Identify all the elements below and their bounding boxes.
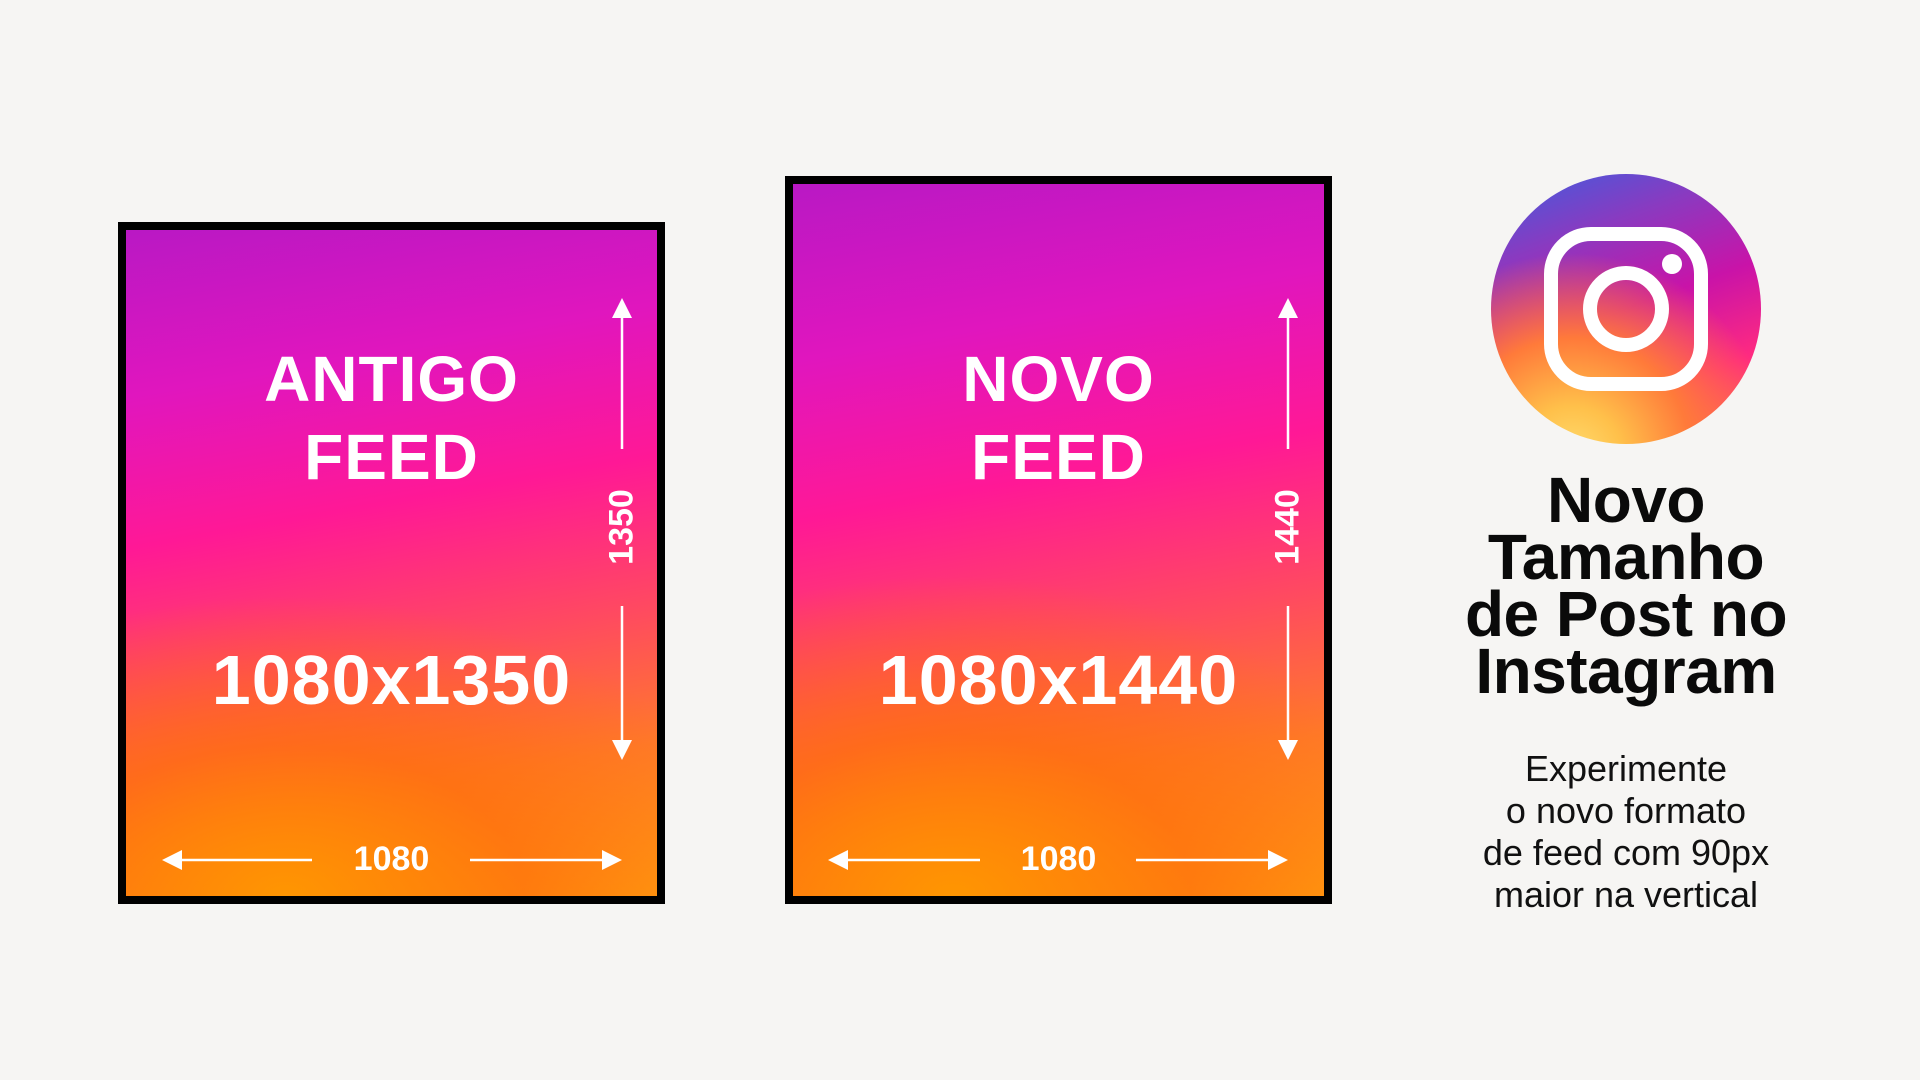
- subtitle-line: Experimente: [1524, 748, 1728, 789]
- old-feed-title-2: FEED: [304, 421, 479, 493]
- subtitle-line: de feed com 90px: [1482, 832, 1770, 873]
- new-feed-height-label: 1440: [1268, 489, 1307, 565]
- new-feed-dimensions: 1080x1440: [878, 641, 1239, 719]
- instagram-icon: [1491, 174, 1761, 444]
- headline-line: Tamanho: [1487, 521, 1765, 593]
- old-feed-width-label: 1080: [353, 840, 430, 878]
- headline: Novo Tamanho de Post no Instagram: [1426, 464, 1826, 707]
- subtitle-line: o novo formato: [1505, 790, 1747, 831]
- old-feed-card: ANTIGO FEED 1080x1350 1350 1080: [118, 222, 665, 904]
- new-feed-title-2: FEED: [971, 421, 1146, 493]
- new-feed-arrows: [828, 298, 1298, 870]
- new-feed-width-label: 1080: [1020, 840, 1097, 878]
- headline-line: Novo: [1547, 464, 1706, 536]
- new-feed-title-1: NOVO: [962, 343, 1155, 415]
- headline-line: de Post no: [1464, 578, 1788, 650]
- subtitle-line: maior na vertical: [1493, 874, 1759, 915]
- subtitle: Experimente o novo formato de feed com 9…: [1426, 748, 1826, 916]
- old-feed-arrows: [162, 298, 632, 870]
- headline-line: Instagram: [1475, 635, 1777, 707]
- old-feed-title-1: ANTIGO: [264, 343, 519, 415]
- old-feed-height-label: 1350: [602, 489, 641, 565]
- new-feed-card: NOVO FEED 1080x1440 1440 1080: [785, 176, 1332, 904]
- old-feed-dimensions: 1080x1350: [211, 641, 572, 719]
